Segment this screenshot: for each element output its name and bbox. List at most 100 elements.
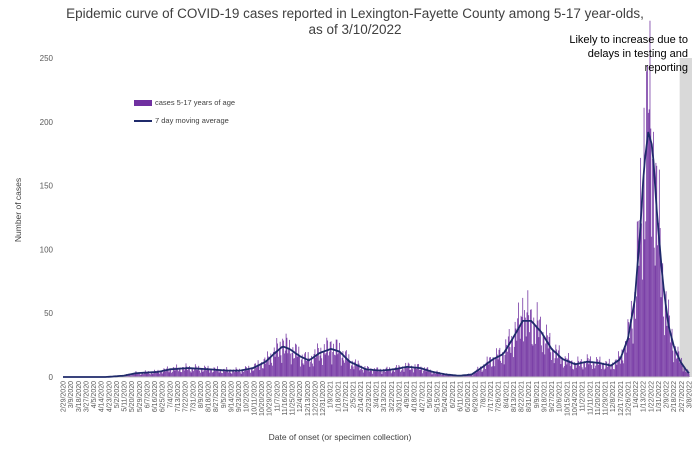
case-bar [281,362,283,377]
x-tick-label: 12/4/2020 [297,381,304,412]
case-bar [684,366,686,377]
case-bar [588,364,590,377]
case-bar [656,165,658,377]
case-bar [237,371,239,377]
x-tick-label: 12/22/2020 [312,381,319,416]
case-bar [142,372,144,377]
case-bar [597,359,598,377]
case-bar [295,344,297,377]
case-bar [214,367,216,377]
case-bar [586,354,588,377]
case-bar [383,368,385,377]
case-bar [395,367,396,377]
case-bar [369,370,371,377]
case-bar [437,372,439,377]
case-bar [357,360,359,377]
case-bar [211,372,213,377]
case-bar [663,316,664,377]
case-bar [193,371,195,377]
y-axis-label: Number of cases [13,177,23,243]
case-bar [345,350,347,377]
case-bar [617,359,619,377]
case-bar [365,369,367,377]
case-bar [306,359,308,377]
case-bar [270,353,272,377]
case-bar [408,363,410,377]
case-bar [539,319,541,377]
x-tick-label: 2/9/2022 [664,381,671,408]
case-bar [683,367,685,377]
case-bar [428,371,429,377]
case-bar [639,220,641,377]
case-bar [285,333,287,377]
case-bar [258,364,260,377]
case-bar [323,344,325,377]
case-bar [526,312,528,377]
case-bar [379,368,381,377]
case-bar [339,342,340,377]
case-bar [131,375,133,377]
case-bar [479,370,480,377]
case-bar [381,374,383,377]
case-bar [298,346,300,377]
case-bar [641,279,643,377]
case-bar [240,373,242,377]
x-tick-label: 9/18/2021 [542,381,549,412]
x-tick-label: 3/27/2020 [83,381,90,412]
case-bar [127,375,129,377]
case-bar [417,364,418,377]
case-bar [352,366,354,377]
case-bar [213,367,215,377]
case-bar [199,370,200,377]
case-bar [658,222,659,377]
reporting-delay-shade [679,58,692,377]
case-bar [642,190,644,377]
case-bar [291,352,293,377]
x-tick-label: 1/4/2022 [633,381,640,408]
case-bar [257,360,259,377]
x-tick-label: 7/13/2020 [175,381,182,412]
case-bar [176,364,178,377]
x-tick-label: 11/2/2021 [580,381,587,412]
case-bar [284,353,285,377]
case-bar [288,348,290,377]
case-bar [394,372,396,377]
case-bar [269,358,271,377]
case-bar [358,363,360,377]
case-bar [211,368,212,377]
case-bar [482,370,484,377]
x-tick-label: 2/23/2021 [366,381,373,412]
case-bar [607,366,608,377]
case-bar [260,365,262,377]
case-bar [603,369,605,377]
case-bar [548,336,550,377]
case-bar [209,372,211,377]
x-tick-label: 3/13/2021 [381,381,388,412]
case-bar [227,369,228,377]
case-bar [630,319,631,377]
case-bar [220,369,222,377]
case-bar [512,338,513,377]
x-tick-label: 10/24/2021 [572,381,579,416]
case-bar [218,372,220,377]
case-bar [395,365,397,377]
case-bar [657,245,658,377]
x-tick-label: 10/2/2020 [244,381,251,412]
case-bar [661,274,663,377]
x-tick-label: 10/6/2021 [557,381,564,412]
case-bar [300,366,301,377]
case-bar [624,346,625,377]
case-bar [616,364,618,377]
case-bar [228,372,229,377]
case-bar [662,263,664,377]
x-tick-label: 6/29/2021 [473,381,480,412]
y-tick-label: 50 [44,309,53,318]
case-bar [532,345,534,377]
case-bar [469,375,471,377]
case-bar [140,374,142,377]
case-bar [413,368,415,377]
case-bar [679,362,681,377]
case-bar [672,350,674,377]
case-bar [541,352,543,377]
case-bar [535,343,536,377]
